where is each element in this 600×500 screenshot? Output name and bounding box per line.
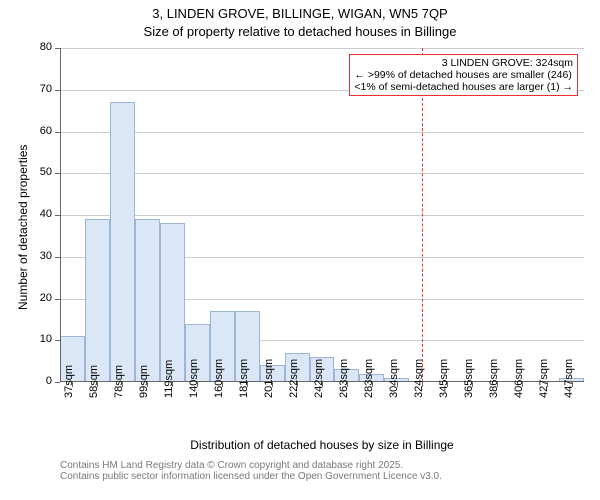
- annotation-line: 3 LINDEN GROVE: 324sqm: [354, 57, 573, 69]
- y-tick-mark: [55, 257, 60, 258]
- y-tick-label: 10: [22, 333, 52, 345]
- gridline: [60, 48, 584, 49]
- x-axis-label: Distribution of detached houses by size …: [60, 438, 584, 452]
- y-tick-mark: [55, 382, 60, 383]
- histogram-bar: [160, 223, 185, 382]
- chart-title-line1: 3, LINDEN GROVE, BILLINGE, WIGAN, WN5 7Q…: [0, 6, 600, 21]
- y-tick-label: 70: [22, 83, 52, 95]
- y-axis-line: [60, 48, 61, 382]
- chart-title-line2: Size of property relative to detached ho…: [0, 24, 600, 39]
- y-tick-label: 80: [22, 41, 52, 53]
- y-tick-label: 0: [22, 375, 52, 387]
- histogram-bar: [110, 102, 135, 382]
- chart-container: { "title_line1": "3, LINDEN GROVE, BILLI…: [0, 0, 600, 500]
- gridline: [60, 132, 584, 133]
- y-tick-label: 60: [22, 125, 52, 137]
- gridline: [60, 173, 584, 174]
- y-tick-mark: [55, 299, 60, 300]
- plot-area: 3 LINDEN GROVE: 324sqm← >99% of detached…: [60, 48, 584, 382]
- y-tick-mark: [55, 48, 60, 49]
- credits-line: Contains public sector information licen…: [60, 471, 442, 482]
- y-tick-mark: [55, 90, 60, 91]
- annotation-line: <1% of semi-detached houses are larger (…: [354, 81, 573, 93]
- y-tick-mark: [55, 132, 60, 133]
- y-tick-mark: [55, 173, 60, 174]
- y-axis-label: Number of detached properties: [16, 145, 30, 310]
- credits-text: Contains HM Land Registry data © Crown c…: [60, 460, 442, 482]
- histogram-bar: [135, 219, 160, 382]
- annotation-box: 3 LINDEN GROVE: 324sqm← >99% of detached…: [349, 54, 578, 96]
- y-tick-mark: [55, 215, 60, 216]
- annotation-line: ← >99% of detached houses are smaller (2…: [354, 69, 573, 81]
- gridline: [60, 215, 584, 216]
- y-tick-mark: [55, 340, 60, 341]
- histogram-bar: [85, 219, 110, 382]
- reference-line: [422, 48, 423, 382]
- credits-line: Contains HM Land Registry data © Crown c…: [60, 460, 442, 471]
